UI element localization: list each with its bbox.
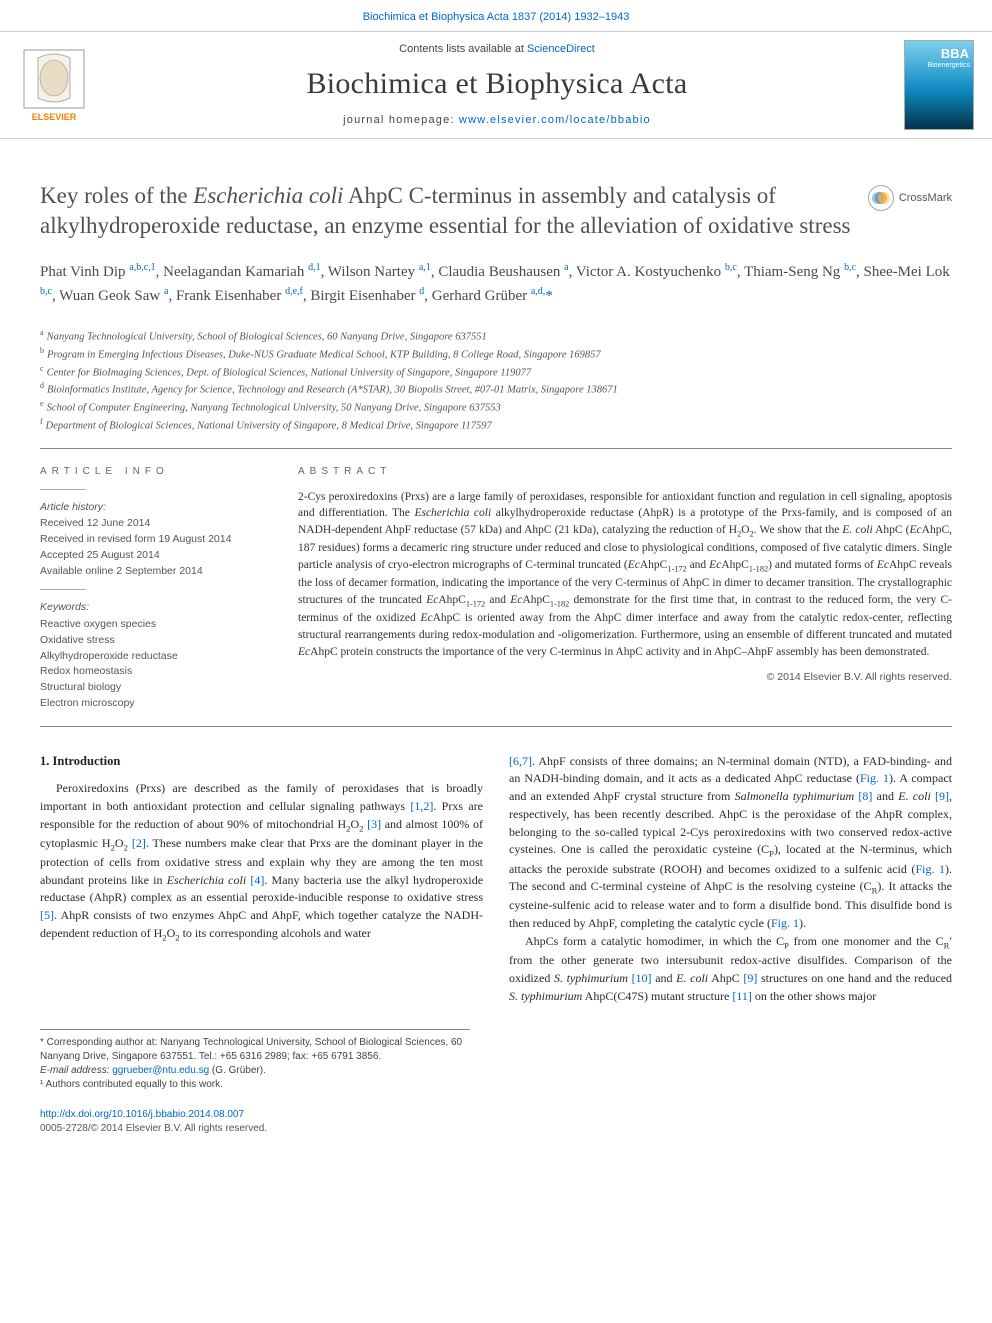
affiliation-line: eSchool of Computer Engineering, Nanyang… bbox=[40, 398, 952, 416]
journal-homepage-link[interactable]: www.elsevier.com/locate/bbabio bbox=[459, 114, 651, 126]
keyword: Reactive oxygen species bbox=[40, 617, 270, 633]
article-title: Key roles of the Escherichia coli AhpC C… bbox=[40, 181, 860, 240]
body-paragraph: [6,7]. AhpF consists of three domains; a… bbox=[509, 753, 952, 933]
affiliation-line: bProgram in Emerging Infectious Diseases… bbox=[40, 345, 952, 363]
doi-link[interactable]: http://dx.doi.org/10.1016/j.bbabio.2014.… bbox=[40, 1109, 244, 1120]
abstract-text: 2-Cys peroxiredoxins (Prxs) are a large … bbox=[298, 489, 952, 661]
abstract-heading: ABSTRACT bbox=[298, 465, 952, 479]
history-line: Received 12 June 2014 bbox=[40, 516, 270, 532]
email-line: E-mail address: ggrueber@ntu.edu.sg (G. … bbox=[40, 1064, 470, 1078]
section-heading: 1. Introduction bbox=[40, 753, 483, 771]
affiliation-line: fDepartment of Biological Sciences, Nati… bbox=[40, 416, 952, 434]
divider bbox=[40, 589, 86, 590]
affiliation-line: dBioinformatics Institute, Agency for Sc… bbox=[40, 380, 952, 398]
journal-homepage: journal homepage: www.elsevier.com/locat… bbox=[104, 113, 890, 128]
email-link[interactable]: ggrueber@ntu.edu.sg bbox=[112, 1065, 209, 1076]
affiliation-line: aNanyang Technological University, Schoo… bbox=[40, 327, 952, 345]
info-abstract-row: ARTICLE INFO Article history: Received 1… bbox=[40, 449, 952, 712]
journal-name: Biochimica et Biophysica Acta bbox=[104, 63, 890, 105]
history-line: Received in revised form 19 August 2014 bbox=[40, 532, 270, 548]
body-paragraph: Peroxiredoxins (Prxs) are described as t… bbox=[40, 780, 483, 944]
crossmark-badge[interactable]: CrossMark bbox=[868, 185, 952, 211]
abstract-column: ABSTRACT 2-Cys peroxiredoxins (Prxs) are… bbox=[298, 449, 952, 712]
elsevier-logo-icon: ELSEVIER bbox=[18, 46, 90, 124]
affiliations: aNanyang Technological University, Schoo… bbox=[40, 327, 952, 433]
abstract-copyright: © 2014 Elsevier B.V. All rights reserved… bbox=[298, 670, 952, 685]
issn-copyright: 0005-2728/© 2014 Elsevier B.V. All right… bbox=[40, 1123, 267, 1134]
svg-text:ELSEVIER: ELSEVIER bbox=[32, 112, 77, 122]
body-paragraph: AhpCs form a catalytic homodimer, in whi… bbox=[509, 933, 952, 1005]
body-two-column: 1. Introduction Peroxiredoxins (Prxs) ar… bbox=[40, 753, 952, 1006]
journal-cover-icon bbox=[904, 40, 974, 130]
article-info-column: ARTICLE INFO Article history: Received 1… bbox=[40, 449, 270, 712]
divider bbox=[40, 726, 952, 727]
footer: http://dx.doi.org/10.1016/j.bbabio.2014.… bbox=[40, 1108, 952, 1136]
keyword: Structural biology bbox=[40, 680, 270, 696]
contents-available: Contents lists available at ScienceDirec… bbox=[104, 42, 890, 57]
body-left-column: 1. Introduction Peroxiredoxins (Prxs) ar… bbox=[40, 753, 483, 1006]
corresponding-author: * Corresponding author at: Nanyang Techn… bbox=[40, 1036, 470, 1064]
journal-masthead: ELSEVIER Contents lists available at Sci… bbox=[0, 31, 992, 139]
sciencedirect-link[interactable]: ScienceDirect bbox=[527, 43, 595, 55]
history-line: Accepted 25 August 2014 bbox=[40, 548, 270, 564]
equal-contribution: ¹ Authors contributed equally to this wo… bbox=[40, 1078, 470, 1092]
article-info-heading: ARTICLE INFO bbox=[40, 465, 270, 479]
history-line: Available online 2 September 2014 bbox=[40, 564, 270, 580]
masthead-center: Contents lists available at ScienceDirec… bbox=[104, 42, 890, 129]
author-list: Phat Vinh Dip a,b,c,1, Neelagandan Kamar… bbox=[40, 260, 952, 307]
crossmark-label: CrossMark bbox=[899, 191, 952, 206]
citation-header: Biochimica et Biophysica Acta 1837 (2014… bbox=[0, 0, 992, 31]
keyword: Alkylhydroperoxide reductase bbox=[40, 649, 270, 665]
article-history: Article history: Received 12 June 2014Re… bbox=[40, 500, 270, 580]
keyword: Redox homeostasis bbox=[40, 664, 270, 680]
footnotes: * Corresponding author at: Nanyang Techn… bbox=[40, 1029, 470, 1092]
keywords-block: Keywords: Reactive oxygen speciesOxidati… bbox=[40, 600, 270, 711]
citation-link[interactable]: Biochimica et Biophysica Acta 1837 (2014… bbox=[363, 11, 630, 23]
body-right-column: [6,7]. AhpF consists of three domains; a… bbox=[509, 753, 952, 1006]
article-header: CrossMark Key roles of the Escherichia c… bbox=[0, 139, 992, 315]
affiliation-line: cCenter for BioImaging Sciences, Dept. o… bbox=[40, 363, 952, 381]
keyword: Electron microscopy bbox=[40, 696, 270, 712]
crossmark-icon bbox=[868, 185, 894, 211]
divider bbox=[40, 489, 86, 490]
keyword: Oxidative stress bbox=[40, 633, 270, 649]
